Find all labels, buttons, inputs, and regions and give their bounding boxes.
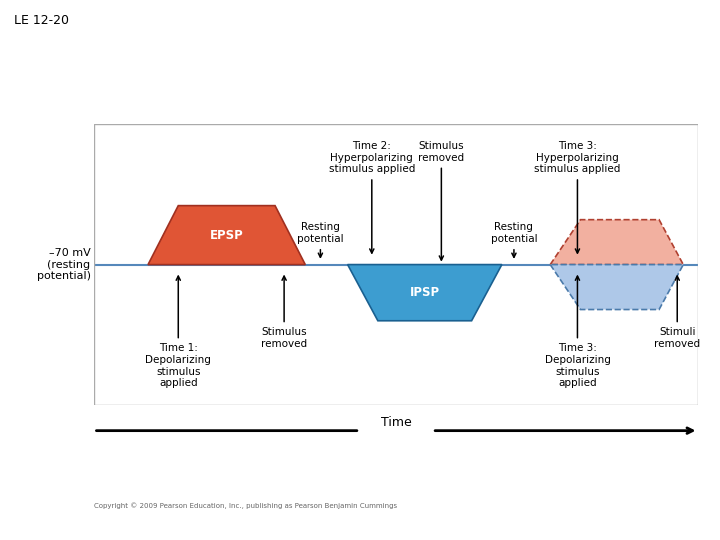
Polygon shape bbox=[348, 265, 502, 321]
Text: Resting
potential: Resting potential bbox=[490, 222, 537, 257]
Text: Resting
potential: Resting potential bbox=[297, 222, 343, 257]
Text: Stimulus
removed: Stimulus removed bbox=[418, 141, 464, 260]
Text: Stimulus
removed: Stimulus removed bbox=[261, 276, 307, 349]
Text: Stimuli
removed: Stimuli removed bbox=[654, 276, 701, 349]
Polygon shape bbox=[148, 206, 305, 265]
Polygon shape bbox=[550, 220, 683, 265]
Text: –70 mV
(resting
potential): –70 mV (resting potential) bbox=[37, 248, 91, 281]
Text: EPSP: EPSP bbox=[210, 228, 243, 241]
Text: Time 3:
Hyperpolarizing
stimulus applied: Time 3: Hyperpolarizing stimulus applied bbox=[534, 141, 621, 253]
Text: LE 12-20: LE 12-20 bbox=[14, 14, 69, 26]
Text: Time: Time bbox=[381, 416, 411, 429]
Polygon shape bbox=[550, 265, 683, 309]
Text: Time 3:
Depolarizing
stimulus
applied: Time 3: Depolarizing stimulus applied bbox=[544, 276, 611, 388]
Text: Time 2:
Hyperpolarizing
stimulus applied: Time 2: Hyperpolarizing stimulus applied bbox=[328, 141, 415, 253]
Text: IPSP: IPSP bbox=[410, 286, 440, 299]
Text: Copyright © 2009 Pearson Education, Inc., publishing as Pearson Benjamin Cumming: Copyright © 2009 Pearson Education, Inc.… bbox=[94, 502, 397, 509]
Text: Time 1:
Depolarizing
stimulus
applied: Time 1: Depolarizing stimulus applied bbox=[145, 276, 211, 388]
